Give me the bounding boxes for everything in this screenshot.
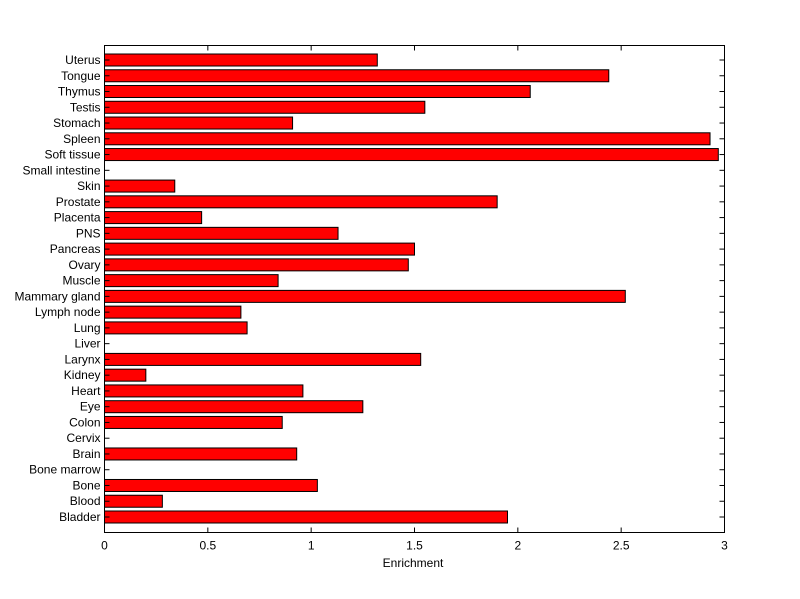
bar-bladder [104, 510, 508, 524]
y-tick-label: Lung [74, 321, 101, 335]
y-tick-label: Bone [72, 478, 100, 492]
y-tick-label: Blood [70, 494, 101, 508]
y-tick-label: Ovary [68, 258, 100, 272]
x-ticks-group: 0 0.5 1 1.5 2 2.5 3 [101, 45, 728, 553]
x-tick-label: 1.5 [406, 539, 423, 553]
bar-ovary [104, 258, 409, 272]
bar-muscle [104, 274, 279, 288]
bar-larynx [104, 352, 422, 366]
y-tick-label: PNS [76, 226, 101, 240]
bar-lymph-node [104, 305, 242, 319]
bar-blood [104, 494, 163, 508]
plot-area-frame [104, 45, 725, 533]
bar-colon [104, 415, 283, 429]
y-tick-label: Pancreas [50, 242, 101, 256]
y-tick-label: Mammary gland [14, 289, 100, 303]
bar-bone [104, 478, 318, 492]
bar-pns [104, 226, 339, 240]
bar-skin [104, 179, 176, 193]
y-tick-label: Thymus [58, 85, 101, 99]
y-tick-label: Stomach [53, 116, 100, 130]
bars-group [104, 53, 719, 524]
bar-uterus [104, 53, 378, 67]
y-tick-label: Spleen [63, 132, 100, 146]
x-tick-label: 2.5 [613, 539, 630, 553]
y-tick-label: Uterus [65, 53, 100, 67]
bar-prostate [104, 195, 498, 209]
y-tick-label: Prostate [56, 195, 101, 209]
bar-kidney [104, 368, 147, 382]
y-tick-label: Placenta [54, 211, 101, 225]
bar-placenta [104, 211, 203, 225]
y-tick-label: Bladder [59, 510, 100, 524]
x-tick-label: 3 [721, 539, 728, 553]
y-tick-label: Small intestine [22, 163, 100, 177]
y-tick-label: Skin [77, 179, 100, 193]
y-tick-label: Eye [80, 400, 101, 414]
y-tick-label: Bone marrow [29, 463, 101, 477]
y-tick-label: Cervix [66, 431, 100, 445]
bar-lung [104, 321, 248, 335]
y-tick-label: Liver [74, 337, 100, 351]
bar-brain [104, 447, 298, 461]
y-tick-label: Kidney [64, 368, 101, 382]
y-tick-label: Muscle [62, 274, 100, 288]
bar-spleen [104, 132, 711, 146]
x-tick-label: 0 [101, 539, 108, 553]
y-tick-label: Testis [70, 100, 101, 114]
bar-pancreas [104, 242, 415, 256]
bar-testis [104, 100, 426, 114]
bar-tongue [104, 69, 610, 83]
x-tick-label: 1 [308, 539, 315, 553]
y-tick-label: Colon [69, 415, 100, 429]
bar-eye [104, 400, 364, 414]
y-tick-label: Lymph node [35, 305, 101, 319]
y-tick-label: Larynx [64, 352, 100, 366]
bar-mammary-gland [104, 289, 626, 303]
bar-heart [104, 384, 304, 398]
y-tick-label: Brain [72, 447, 100, 461]
bar-stomach [104, 116, 294, 130]
y-tick-label: Soft tissue [44, 148, 100, 162]
y-tick-label: Heart [71, 384, 101, 398]
y-tick-label: Tongue [61, 69, 101, 83]
x-axis-label: Enrichment [383, 556, 444, 570]
bar-soft-tissue [104, 148, 719, 162]
bar-thymus [104, 85, 531, 99]
x-tick-label: 0.5 [199, 539, 216, 553]
x-tick-label: 2 [514, 539, 521, 553]
